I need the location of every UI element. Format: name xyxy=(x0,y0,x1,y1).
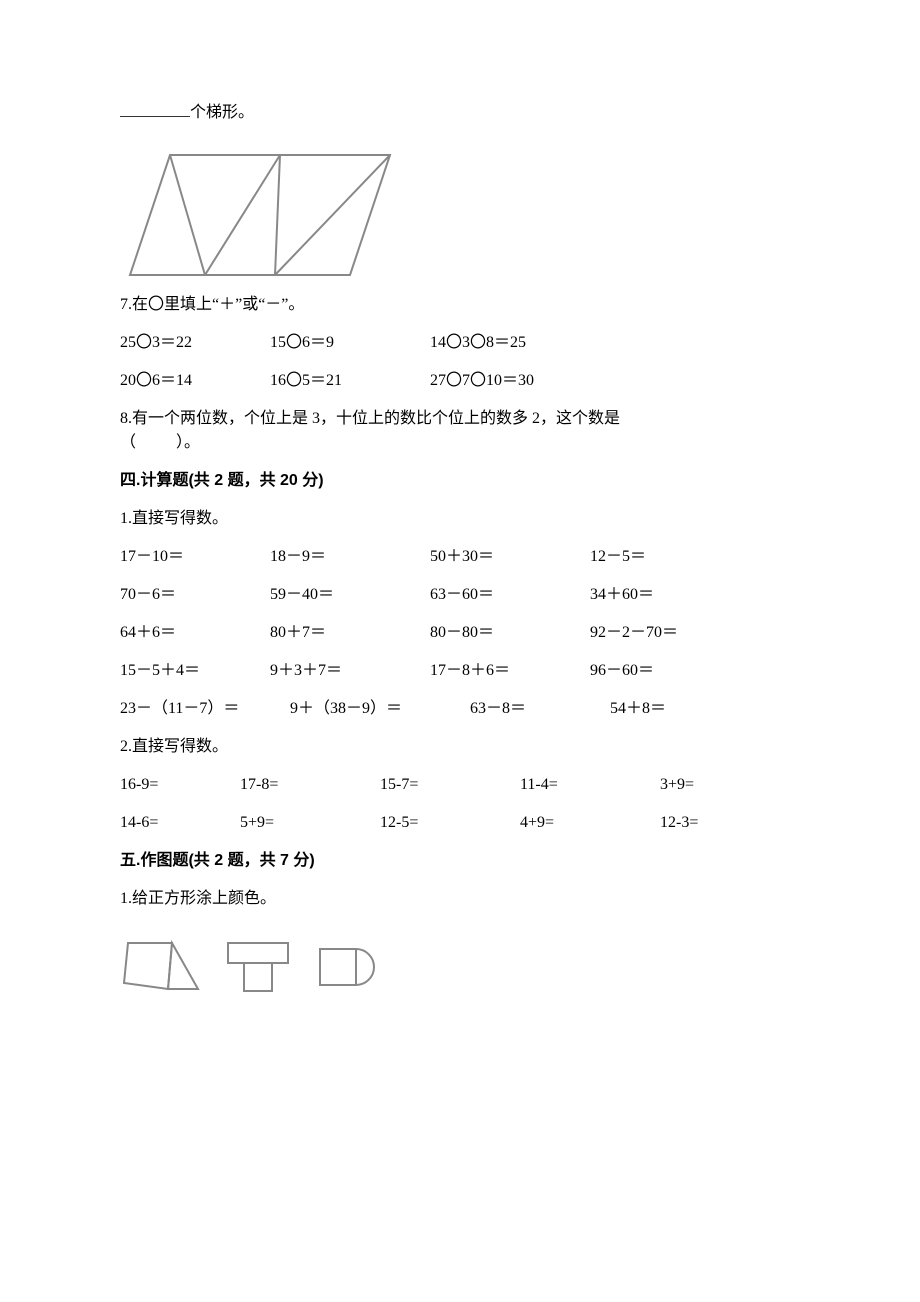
calc-cell: 12－5＝ xyxy=(590,545,750,569)
calc-cell: 17－10＝ xyxy=(120,545,270,569)
calc-cell: 12-3= xyxy=(660,811,760,835)
calc-cell: 63－60＝ xyxy=(430,583,590,607)
parallelogram-figure xyxy=(120,145,800,285)
q4-2-prompt: 2.直接写得数。 xyxy=(120,735,800,759)
q4-2-row-0: 16-9= 17-8= 15-7= 11-4= 3+9= xyxy=(120,773,800,797)
q4-1-row-3: 15－5＋4＝ 9＋3＋7＝ 17－8＋6＝ 96－60＝ xyxy=(120,659,800,683)
calc-cell: 11-4= xyxy=(520,773,660,797)
q7-cell: 25〇3＝22 xyxy=(120,331,270,355)
q4-2-row-1: 14-6= 5+9= 12-5= 4+9= 12-3= xyxy=(120,811,800,835)
calc-cell: 17-8= xyxy=(240,773,380,797)
q7-cell: 16〇5＝21 xyxy=(270,369,430,393)
section5-heading: 五.作图题(共 2 题，共 7 分) xyxy=(120,849,800,873)
parallelogram-svg xyxy=(120,145,400,285)
q4-1-row-4: 23－（11－7）＝ 9＋（38－9）＝ 63－8＝ 54＋8＝ xyxy=(120,697,800,721)
calc-cell: 59－40＝ xyxy=(270,583,430,607)
q7-cell: 20〇6＝14 xyxy=(120,369,270,393)
calc-cell: 80＋7＝ xyxy=(270,621,430,645)
q7-cell: 27〇7〇10＝30 xyxy=(430,369,590,393)
calc-cell: 34＋60＝ xyxy=(590,583,750,607)
q7-row-0: 25〇3＝22 15〇6＝9 14〇3〇8＝25 xyxy=(120,331,800,355)
shapes-figure xyxy=(120,931,800,1001)
calc-cell: 70－6＝ xyxy=(120,583,270,607)
calc-cell: 12-5= xyxy=(380,811,520,835)
q5-1-prompt: 1.给正方形涂上颜色。 xyxy=(120,887,800,911)
q6-tail-text: 个梯形。 xyxy=(190,104,254,121)
calc-cell: 64＋6＝ xyxy=(120,621,270,645)
calc-cell: 18－9＝ xyxy=(270,545,430,569)
calc-cell: 3+9= xyxy=(660,773,760,797)
calc-cell: 16-9= xyxy=(120,773,240,797)
calc-cell: 80－80＝ xyxy=(430,621,590,645)
q4-1-row-0: 17－10＝ 18－9＝ 50＋30＝ 12－5＝ xyxy=(120,545,800,569)
calc-cell: 92－2－70＝ xyxy=(590,621,750,645)
calc-cell: 15－5＋4＝ xyxy=(120,659,270,683)
q8-paren-close: ）。 xyxy=(176,434,200,451)
q8-paren-open: （ xyxy=(120,434,136,451)
calc-cell: 50＋30＝ xyxy=(430,545,590,569)
q4-1-row-2: 64＋6＝ 80＋7＝ 80－80＝ 92－2－70＝ xyxy=(120,621,800,645)
shapes-svg xyxy=(120,931,380,1001)
calc-cell: 17－8＋6＝ xyxy=(430,659,590,683)
calc-cell: 15-7= xyxy=(380,773,520,797)
q7-prompt: 7.在〇里填上“＋”或“－”。 xyxy=(120,293,800,317)
calc-cell: 9＋（38－9）＝ xyxy=(290,697,470,721)
calc-cell: 9＋3＋7＝ xyxy=(270,659,430,683)
calc-cell: 63－8＝ xyxy=(470,697,610,721)
q4-1-prompt: 1.直接写得数。 xyxy=(120,507,800,531)
blank-underline xyxy=(120,100,190,117)
calc-cell: 23－（11－7）＝ xyxy=(120,697,290,721)
q7-cell: 15〇6＝9 xyxy=(270,331,430,355)
calc-cell: 4+9= xyxy=(520,811,660,835)
q6-tail-line: 个梯形。 xyxy=(120,100,800,125)
section4-heading: 四.计算题(共 2 题，共 20 分) xyxy=(120,469,800,493)
calc-cell: 5+9= xyxy=(240,811,380,835)
calc-cell: 14-6= xyxy=(120,811,240,835)
calc-cell: 54＋8＝ xyxy=(610,697,730,721)
q7-cell: 14〇3〇8＝25 xyxy=(430,331,590,355)
calc-cell: 96－60＝ xyxy=(590,659,750,683)
q8-line: 8.有一个两位数，个位上是 3，十位上的数比个位上的数多 2，这个数是 （ ）。 xyxy=(120,407,800,455)
q8-text-a: 8.有一个两位数，个位上是 3，十位上的数比个位上的数多 2，这个数是 xyxy=(120,410,620,427)
q4-1-row-1: 70－6＝ 59－40＝ 63－60＝ 34＋60＝ xyxy=(120,583,800,607)
q7-row-1: 20〇6＝14 16〇5＝21 27〇7〇10＝30 xyxy=(120,369,800,393)
